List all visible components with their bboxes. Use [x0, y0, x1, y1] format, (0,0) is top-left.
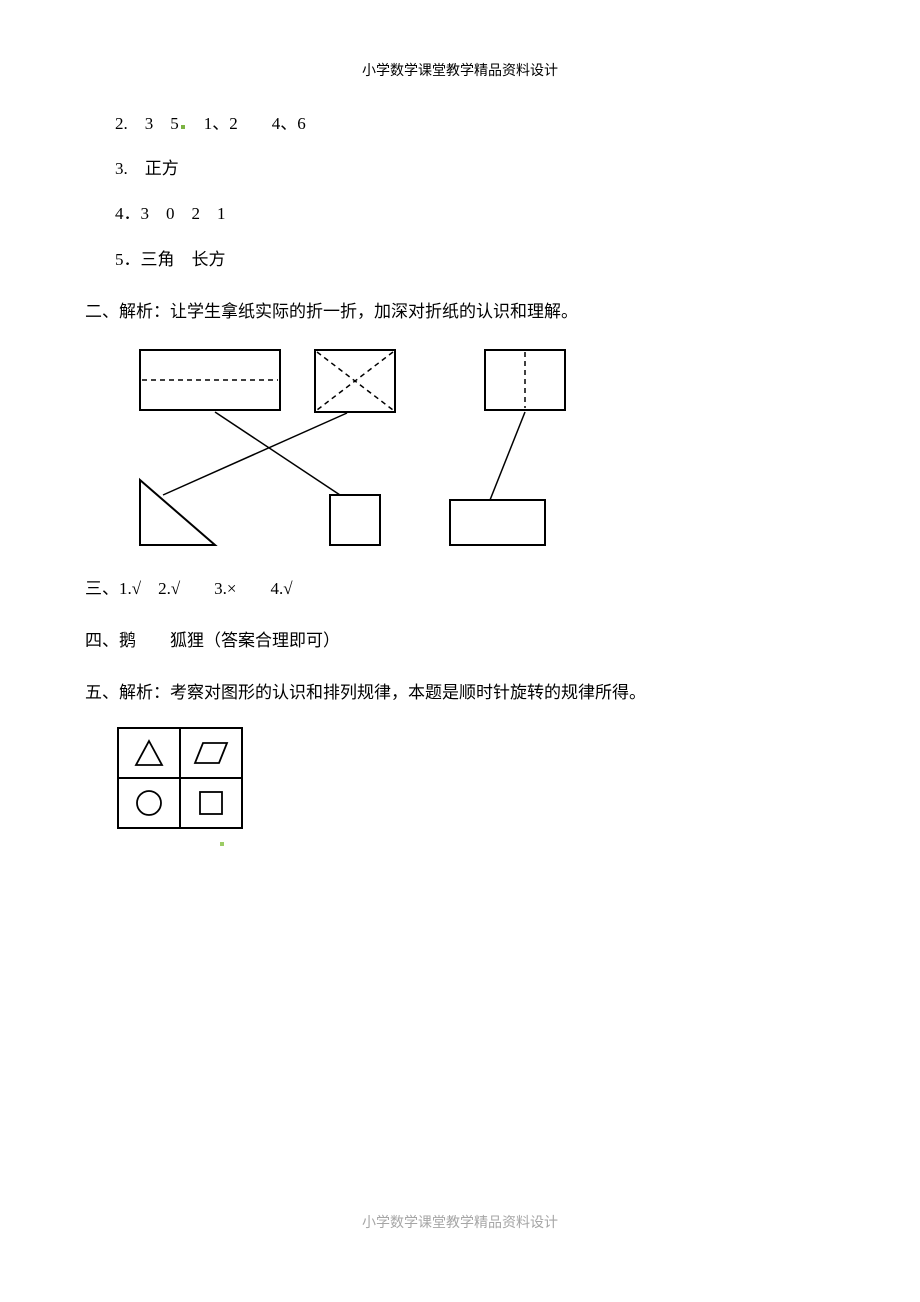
- page-footer: 小学数学课堂教学精品资料设计: [0, 1212, 920, 1232]
- green-dot-icon: [220, 842, 224, 846]
- green-dot-icon: [181, 125, 185, 129]
- section-2-label: 二、解析：让学生拿纸实际的折一折，加深对折纸的认识和理解。: [85, 298, 835, 325]
- answer-1-5: 5．三角 长方: [115, 246, 835, 273]
- answer-1-4: 4．3 0 2 1: [115, 200, 835, 227]
- section-4-label: 四、鹅 狐狸（答案合理即可）: [85, 627, 835, 654]
- page-header: 小学数学课堂教学精品资料设计: [85, 60, 835, 80]
- section-5-label: 五、解析：考察对图形的认识和排列规律，本题是顺时针旋转的规律所得。: [85, 679, 835, 706]
- answer-1-3: 3. 正方: [115, 155, 835, 182]
- answer-1-2: 2. 3 5 1、2 4、6: [115, 110, 835, 137]
- section-3-label: 三、1.√ 2.√ 3.× 4.√: [85, 575, 835, 602]
- text: 2. 3 5: [115, 114, 179, 133]
- shape-grid: [115, 725, 245, 831]
- text: 1、2 4、6: [187, 114, 306, 133]
- fold-diagram: [115, 345, 595, 550]
